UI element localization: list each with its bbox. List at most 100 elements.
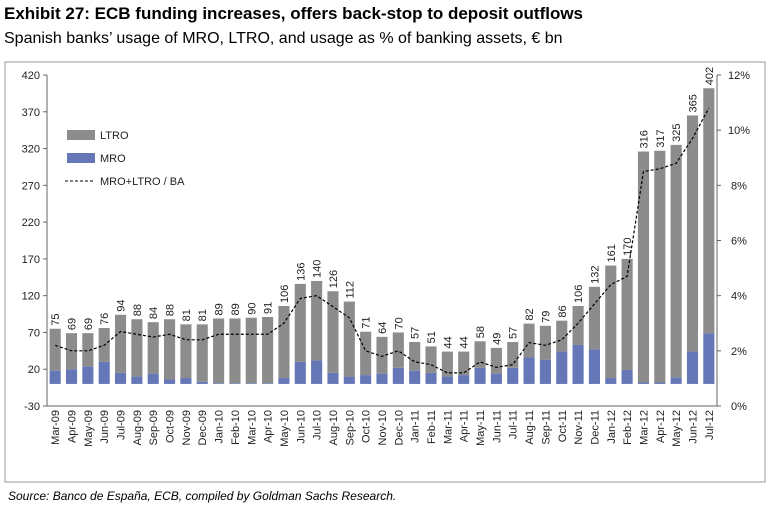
bar-segment	[539, 325, 551, 360]
y2-tick-label: 2%	[731, 346, 747, 358]
total-label: 51	[426, 331, 438, 343]
bar-segment	[523, 323, 535, 358]
bar-segment	[327, 372, 339, 384]
x-tick-label: Dec-11	[589, 410, 601, 445]
bar-segment	[131, 376, 143, 384]
bar-segment	[474, 341, 486, 368]
bar-segment	[65, 369, 78, 384]
bar-segment	[213, 318, 225, 384]
bar-segment	[180, 324, 192, 379]
total-label: 106	[279, 285, 291, 303]
x-tick-label: Nov-10	[377, 410, 389, 445]
total-label: 86	[557, 305, 569, 317]
total-label: 88	[132, 304, 144, 316]
total-label: 70	[393, 317, 405, 329]
x-tick-label: Feb-12	[622, 410, 634, 445]
x-tick-label: Oct-11	[557, 410, 569, 442]
total-label: 140	[312, 260, 324, 278]
total-label: 89	[230, 303, 242, 315]
bar-segment	[114, 372, 127, 384]
bar-segment	[164, 379, 176, 384]
line-series	[54, 107, 710, 374]
x-tick-label: May-10	[279, 410, 291, 447]
chart-subtitle: Spanish banks’ usage of MRO, LTRO, and u…	[4, 30, 563, 47]
bar-segment	[490, 347, 502, 374]
total-label: 44	[459, 336, 471, 348]
x-tick-label: Feb-11	[426, 410, 438, 444]
bar-segment	[147, 373, 159, 384]
total-label: 90	[246, 302, 258, 314]
bar-segment	[441, 351, 453, 377]
y-tick-label: 320	[22, 144, 40, 156]
x-tick-label: Jun-12	[687, 410, 699, 444]
bar-segment	[425, 372, 437, 384]
total-label: 81	[181, 309, 193, 321]
bar-segment	[703, 333, 715, 384]
bar-segment	[213, 383, 225, 384]
total-label: 161	[606, 244, 618, 262]
x-tick-label: Jan-10	[214, 410, 226, 444]
bar-segment	[262, 316, 274, 384]
bar-segment	[686, 115, 699, 352]
x-tick-label: Oct-10	[361, 410, 373, 443]
y2-tick-label: 6%	[731, 236, 747, 248]
total-label: 106	[573, 285, 585, 303]
bar-segment	[278, 305, 290, 379]
y-tick-label: -30	[24, 401, 40, 413]
x-tick-label: Jan-12	[606, 410, 618, 444]
total-label: 71	[361, 316, 373, 328]
bar-segment	[441, 376, 453, 384]
x-tick-label: May-09	[83, 410, 95, 447]
x-tick-label: Nov-11	[573, 410, 585, 445]
x-tick-label: Apr-09	[67, 410, 79, 443]
bar-segment	[458, 375, 470, 384]
bar-segment	[229, 318, 241, 384]
bar-segment	[360, 331, 372, 376]
chart-title: Exhibit 27: ECB funding increases, offer…	[4, 4, 583, 23]
bar-segment	[572, 305, 584, 345]
legend-label: LTRO	[100, 130, 129, 142]
x-tick-label: Sep-11	[540, 410, 552, 445]
total-label: 126	[328, 270, 340, 288]
total-label: 84	[148, 307, 160, 319]
bar-segment	[376, 373, 388, 384]
bar-segment	[523, 357, 535, 384]
total-label: 82	[524, 308, 536, 320]
bar-segment	[114, 314, 127, 373]
source-note: Source: Banco de España, ECB, compiled b…	[8, 489, 396, 503]
y-tick-label: 70	[28, 327, 40, 339]
x-tick-label: Oct-09	[165, 410, 177, 443]
total-label: 81	[197, 309, 209, 321]
bar-segment	[311, 280, 323, 361]
x-tick-label: Sep-10	[344, 410, 356, 445]
bar-segment	[556, 351, 568, 384]
x-tick-label: Aug-11	[524, 410, 536, 445]
y-tick-label: 220	[22, 217, 40, 229]
y-tick-label: 420	[22, 70, 40, 82]
x-tick-label: May-11	[475, 410, 487, 446]
bar-segment	[294, 283, 306, 362]
bar-segment	[539, 359, 551, 384]
x-tick-label: Sep-09	[148, 410, 160, 445]
bar-segment	[556, 320, 568, 352]
legend-swatch	[67, 130, 95, 140]
x-tick-label: Jun-10	[295, 410, 307, 444]
bar-segment	[474, 367, 486, 384]
total-label: 69	[67, 318, 79, 330]
total-label: 44	[442, 336, 454, 348]
total-label: 112	[344, 281, 356, 299]
total-label: 325	[671, 124, 683, 142]
x-tick-label: Aug-10	[328, 410, 340, 445]
y2-tick-label: 8%	[731, 180, 747, 192]
y2-tick-label: 12%	[728, 70, 750, 82]
y-tick-label: 270	[22, 180, 40, 192]
total-label: 58	[475, 326, 487, 338]
bar-segment	[670, 144, 682, 378]
bar-segment	[458, 351, 470, 376]
x-tick-label: Jul-09	[116, 410, 128, 440]
y2-tick-label: 0%	[731, 401, 747, 413]
bar-segment	[507, 367, 519, 384]
bar-segment	[637, 151, 650, 383]
x-tick-label: Dec-09	[197, 410, 209, 445]
